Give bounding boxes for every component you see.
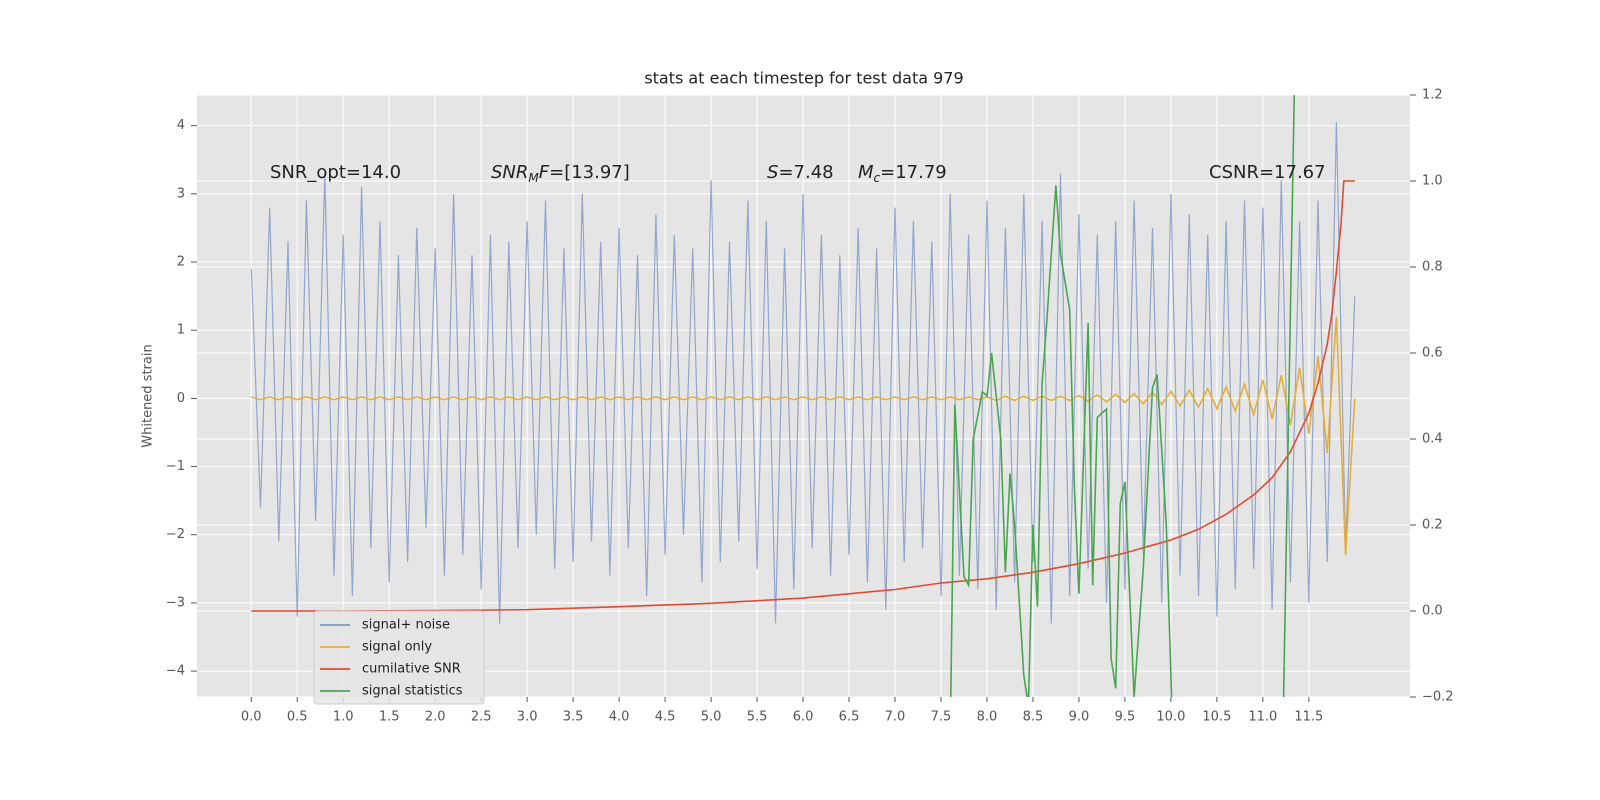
x-tick-label: 1.5 xyxy=(379,710,400,725)
y2-tick-label: 0.2 xyxy=(1422,518,1443,533)
series-line xyxy=(251,316,1356,556)
x-tick-label: 5.5 xyxy=(747,710,768,725)
x-tick-label: 4.0 xyxy=(609,710,630,725)
chart-title: stats at each timestep for test data 979 xyxy=(644,69,963,88)
x-tick-label: 2.5 xyxy=(471,710,492,725)
y-tick-label: 0 xyxy=(177,391,185,406)
y2-tick-label: 1.0 xyxy=(1422,174,1443,189)
legend-box xyxy=(313,610,485,705)
annotation-part: =17.79 xyxy=(880,162,947,183)
y-tick-label: −2 xyxy=(166,527,185,542)
legend-text: cumilative SNR xyxy=(362,662,461,677)
x-tick-label: 3.0 xyxy=(517,710,538,725)
y-tick-label: −3 xyxy=(166,595,185,610)
x-tick-label: 11.0 xyxy=(1248,710,1277,725)
x-tick-label: 5.0 xyxy=(701,710,722,725)
annotation: SNR_opt=14.0 xyxy=(270,162,401,183)
labels: 0.0 0.5 1.0 1.5 2.0 2.5 3.0 3.5 4.0 4.5 5.0 5.5 6.0 6… xyxy=(166,88,1454,725)
x-tick-label: 9.0 xyxy=(1069,710,1090,725)
y2-tick-label: 0.0 xyxy=(1422,604,1443,619)
y-tick-label: −1 xyxy=(166,459,185,474)
x-tick-label: 6.0 xyxy=(793,710,814,725)
x-tick-label: 6.5 xyxy=(839,710,860,725)
y2-tick-label: 0.8 xyxy=(1422,260,1443,275)
annotation-part: CSNR=17.67 xyxy=(1209,162,1326,183)
y2-tick-label: 1.2 xyxy=(1422,88,1443,103)
series-line xyxy=(250,122,1356,624)
x-tick-label: 10.0 xyxy=(1156,710,1185,725)
x-tick-label: 7.0 xyxy=(885,710,906,725)
annotation-part: M xyxy=(528,171,539,185)
series-line xyxy=(949,95,1296,697)
y2-tick-label: 0.4 xyxy=(1422,432,1443,447)
annotation: S=7.48 xyxy=(767,162,834,183)
annotation-part: SNR_opt=14.0 xyxy=(270,162,401,183)
annotation-part: S xyxy=(767,162,778,183)
y-tick-label: 2 xyxy=(177,255,185,270)
y-tick-label: 3 xyxy=(177,186,185,201)
x-tick-label: 0.0 xyxy=(241,710,262,725)
annotation-part: =7.48 xyxy=(778,162,833,183)
x-tick-label: 8.5 xyxy=(1023,710,1044,725)
y-tick-label: −4 xyxy=(166,664,185,679)
marks xyxy=(250,95,1356,697)
legend-text: signal+ noise xyxy=(362,618,450,633)
series-line xyxy=(251,180,1355,612)
x-tick-label: 0.5 xyxy=(287,710,308,725)
x-tick-label: 7.5 xyxy=(931,710,952,725)
annotation-part: F xyxy=(539,162,550,183)
x-tick-label: 3.5 xyxy=(563,710,584,725)
x-tick-label: 10.5 xyxy=(1202,710,1231,725)
annotation-part: SNR xyxy=(491,162,528,183)
y2-tick-label: −0.2 xyxy=(1422,690,1454,705)
y-tick-label: 1 xyxy=(177,323,185,338)
annotation-part: M xyxy=(858,162,874,183)
x-tick-label: 8.0 xyxy=(977,710,998,725)
x-tick-label: 2.0 xyxy=(425,710,446,725)
legend-text: signal only xyxy=(362,640,432,655)
x-tick-label: 9.5 xyxy=(1115,710,1136,725)
x-tick-label: 11.5 xyxy=(1294,710,1323,725)
x-tick-label: 4.5 xyxy=(655,710,676,725)
annotation: Mc=17.79 xyxy=(858,162,947,185)
annotation: SNRMF=[13.97] xyxy=(491,162,630,185)
annotation-part: =[13.97] xyxy=(549,162,630,183)
annotation-part: c xyxy=(874,171,881,185)
y2-tick-label: 0.6 xyxy=(1422,346,1443,361)
legend-text: signal statistics xyxy=(362,684,463,699)
y-tick-label: 4 xyxy=(177,118,185,133)
annotation: CSNR=17.67 xyxy=(1209,162,1326,183)
x-tick-label: 1.0 xyxy=(333,710,354,725)
y-axis-label: Whitened strain xyxy=(141,344,156,447)
